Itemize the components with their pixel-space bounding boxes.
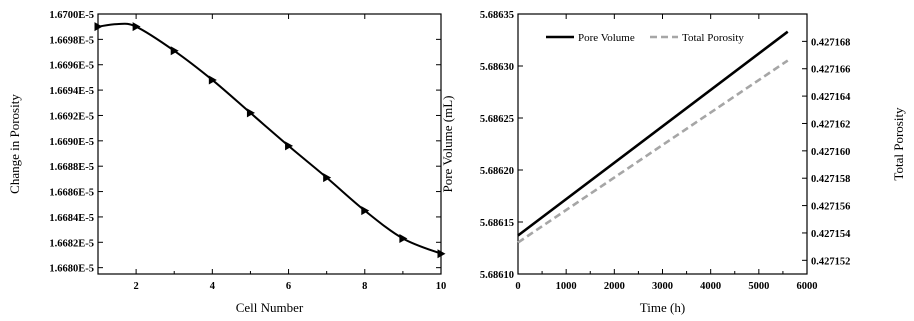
data-point-marker — [246, 108, 255, 118]
y-tick-label: 5.68625 — [480, 114, 514, 125]
y-tick-label: 1.6686E-5 — [49, 188, 94, 199]
y-axis-label: Pore Volume (mL) — [440, 95, 455, 192]
data-point-marker — [437, 249, 446, 259]
y-tick-label: 1.6700E-5 — [49, 10, 94, 21]
y-tick-label: 5.68635 — [480, 10, 514, 21]
x-tick-label: 1000 — [556, 281, 577, 292]
y-right-tick-label: 0.427162 — [811, 119, 850, 130]
legend-label-total-porosity: Total Porosity — [682, 32, 744, 44]
data-point-marker — [323, 173, 332, 183]
data-point-marker — [361, 206, 370, 216]
plot-frame — [97, 13, 442, 275]
y-axis-label: Change in Porosity — [7, 94, 22, 194]
y-tick-label: 5.68615 — [480, 218, 514, 229]
y-tick-label: 5.68610 — [480, 270, 514, 281]
y-tick-label: 1.6698E-5 — [49, 35, 94, 46]
y-right-tick-label: 0.427158 — [811, 174, 850, 185]
data-point-marker — [94, 22, 103, 32]
y-right-tick-label: 0.427164 — [811, 92, 851, 103]
data-point-marker — [285, 141, 294, 151]
y-tick-label: 1.6680E-5 — [49, 264, 94, 275]
y-right-tick-label: 0.427168 — [811, 37, 850, 48]
data-point-marker — [132, 22, 141, 32]
legend-label-pore-volume: Pore Volume — [578, 32, 635, 44]
x-tick-label: 2000 — [604, 281, 625, 292]
y-tick-label: 1.6694E-5 — [49, 86, 94, 97]
series-line — [97, 22, 442, 255]
x-axis-label: Time (h) — [640, 300, 685, 315]
y-right-axis-label: Total Porosity — [891, 107, 906, 181]
y-tick-label: 1.6688E-5 — [49, 162, 94, 173]
y-tick-label: 1.6696E-5 — [49, 61, 94, 72]
y-right-tick-label: 0.427156 — [811, 202, 850, 213]
x-tick-label: 4000 — [700, 281, 721, 292]
chart-pore-volume-porosity: 0 1000 2000 3000 4000 5000 6000 5.68610 5.68615 5… — [440, 10, 906, 315]
data-point-marker — [399, 233, 408, 243]
x-tick-label: 3000 — [652, 281, 673, 292]
x-axis-label: Cell Number — [236, 300, 304, 315]
chart-change-in-porosity: 2 4 6 8 10 1.6680E-5 1.6682E-5 1.6684E-5 1.6686E… — [7, 10, 446, 315]
x-tick-label: 0 — [515, 281, 520, 292]
y-tick-label: 5.68630 — [480, 62, 514, 73]
x-tick-label: 8 — [362, 281, 367, 292]
x-tick-label: 6 — [286, 281, 291, 292]
y-right-tick-label: 0.427154 — [811, 229, 851, 240]
series-line-total-porosity — [517, 59, 789, 244]
x-tick-label: 10 — [436, 281, 447, 292]
y-right-tick-label: 0.427166 — [811, 65, 850, 76]
data-point-marker — [170, 46, 179, 56]
y-tick-label: 1.6682E-5 — [49, 238, 94, 249]
x-tick-label: 5000 — [748, 281, 769, 292]
x-tick-label: 6000 — [797, 281, 818, 292]
series-line-pore-volume — [517, 30, 789, 237]
y-tick-label: 1.6692E-5 — [49, 111, 94, 122]
x-tick-label: 2 — [133, 281, 138, 292]
y-right-tick-label: 0.427160 — [811, 147, 850, 158]
x-tick-label: 4 — [210, 281, 216, 292]
y-tick-label: 5.68620 — [480, 166, 514, 177]
plot-frame — [517, 13, 808, 275]
y-tick-label: 1.6690E-5 — [49, 137, 94, 148]
y-tick-label: 1.6684E-5 — [49, 213, 94, 224]
data-point-marker — [208, 75, 217, 85]
y-right-tick-label: 0.427152 — [811, 256, 850, 267]
